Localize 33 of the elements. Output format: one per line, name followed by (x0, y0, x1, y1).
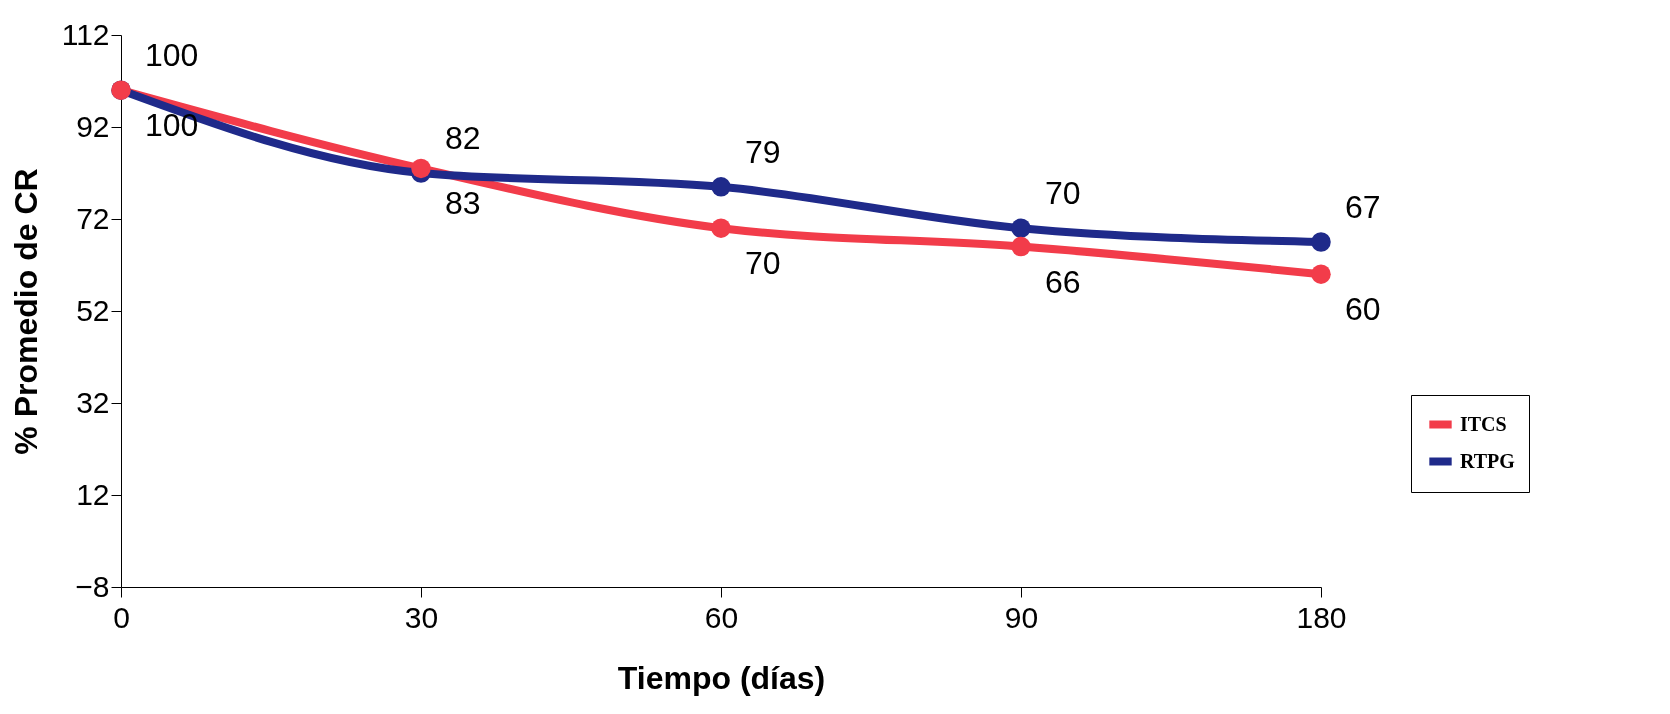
legend-label: ITCS (1460, 412, 1507, 435)
x-axis-title: Tiempo (días) (617, 659, 826, 696)
data-label: 67 (1345, 189, 1381, 225)
y-tick-label: 72 (76, 201, 110, 235)
y-tick-label: 12 (76, 477, 110, 511)
point (1311, 232, 1331, 252)
point (711, 177, 731, 197)
legend-label: RTPG (1460, 449, 1516, 472)
y-tick-label: 32 (76, 385, 110, 419)
data-label: 83 (445, 185, 481, 222)
data-label: 60 (1345, 291, 1381, 328)
data-label: 70 (745, 245, 781, 282)
y-axis-title: % Promedio de CR (7, 168, 44, 455)
data-label: 100 (145, 107, 199, 144)
point (711, 218, 731, 238)
x-tick-label: 0 (113, 600, 130, 634)
y-tick-label: −8 (75, 569, 110, 603)
y-tick-label: 112 (61, 17, 110, 51)
point (1311, 264, 1331, 284)
point (1011, 236, 1031, 257)
y-tick-label: 92 (76, 109, 110, 143)
x-tick-label: 60 (704, 600, 739, 634)
point (1011, 218, 1031, 238)
point (411, 158, 431, 179)
x-tick-label: 180 (1296, 600, 1347, 634)
data-label: 100 (145, 37, 199, 74)
x-tick-label: 30 (404, 600, 439, 634)
data-label: 70 (1045, 175, 1081, 212)
y-tick-label: 52 (76, 293, 110, 327)
data-label: 79 (745, 133, 781, 170)
data-label: 82 (445, 120, 481, 156)
x-tick-label: 90 (1004, 600, 1039, 634)
data-label: 66 (1045, 263, 1081, 300)
